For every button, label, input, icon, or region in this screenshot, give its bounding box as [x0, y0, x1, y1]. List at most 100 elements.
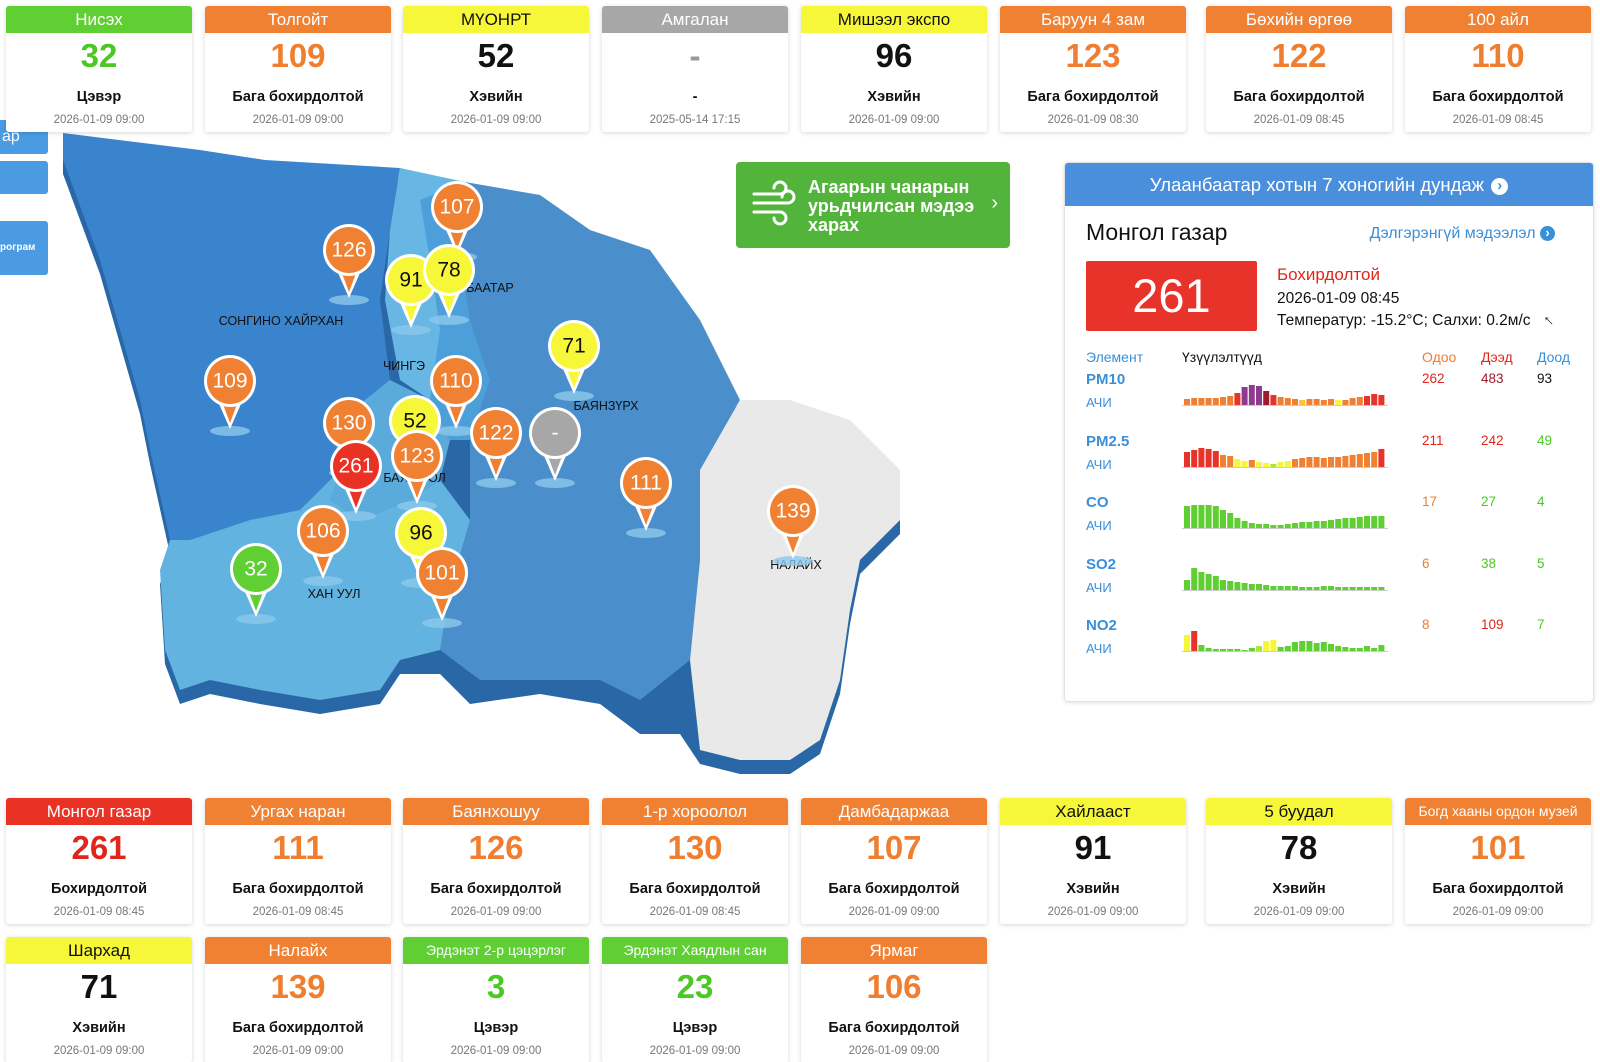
forecast-button[interactable]: Агаарын чанарын урьдчилсан мэдээ харах › [736, 162, 1010, 248]
station-card-time: 2026-01-09 09:00 [252, 114, 344, 126]
station-card[interactable]: Мишээл экспо 96 Хэвийн 2026-01-09 09:00 [801, 6, 987, 132]
map-pin-fill [434, 184, 480, 230]
station-card[interactable]: 5 буудал 78 Хэвийн 2026-01-09 09:00 [1206, 798, 1392, 924]
pollutant-low: 4 [1537, 494, 1545, 509]
station-card-name: 1-р хороолол [602, 798, 788, 825]
station-card[interactable]: Баруун 4 зам 123 Бага бохирдолтой 2026-01-0… [1000, 6, 1186, 132]
station-card-name: МҮОНРТ [403, 6, 589, 33]
map-pin[interactable]: 261 [330, 440, 382, 521]
col-header-indicators: Үзүүлэлтүүд [1182, 349, 1262, 365]
pollutant-row[interactable]: NO2 АЧИ 8 109 7 [1086, 617, 1576, 679]
pollutant-now: 262 [1422, 371, 1445, 386]
station-card[interactable]: Эрдэнэт 2-р цэцэрлэг 3 Цэвэр 2026-01-09 09:… [403, 937, 589, 1062]
pollutant-row[interactable]: CO АЧИ 17 27 4 [1086, 494, 1576, 556]
station-card-value: 101 [1470, 829, 1526, 866]
sparkline-bar [1205, 398, 1212, 405]
map-pin[interactable]: 32 [230, 543, 282, 624]
station-card[interactable]: Дамбадаржаа 107 Бага бохирдолтой 2026-01-09… [801, 798, 987, 924]
sparkline-bar [1378, 645, 1385, 651]
district-nalaikh[interactable] [690, 400, 900, 760]
map-pin[interactable]: 101 [416, 547, 468, 628]
sparkline-bar [1198, 447, 1205, 467]
station-card[interactable]: Амгалан - - 2025-05-14 17:15 [602, 6, 788, 132]
map-pin[interactable]: 78 [423, 244, 475, 325]
sparkline-bar [1306, 586, 1313, 590]
map-pin[interactable]: 110 [430, 355, 482, 436]
station-card-time: 2026-01-09 08:45 [1452, 114, 1544, 126]
sparkline-bar [1292, 523, 1298, 528]
station-card-status: Бага бохирдолтой [232, 1020, 364, 1036]
district-songinokhairkhan[interactable] [63, 133, 400, 540]
station-card[interactable]: Эрдэнэт Хаядлын сан 23 Цэвэр 2026-01-09 09:… [602, 937, 788, 1062]
pollutant-low: 49 [1537, 432, 1553, 448]
map-pin-shadow [535, 478, 575, 488]
station-card-value: 71 [80, 968, 118, 1005]
station-card[interactable]: Толгойт 109 Бага бохирдолтой 2026-01-09 09:… [205, 6, 391, 132]
details-link[interactable]: Дэлгэрэнгүй мэдээлэл › [1370, 225, 1555, 243]
sparkline-bar [1205, 573, 1212, 590]
map-pin[interactable]: - [529, 407, 581, 488]
sparkline-bar [1349, 398, 1356, 405]
station-card-time: 2026-01-09 09:00 [649, 1045, 741, 1057]
station-card-status: Бага бохирдолтой [430, 881, 562, 897]
map-pin[interactable]: 106 [297, 505, 349, 586]
station-card-time: 2025-05-14 17:15 [649, 114, 741, 126]
station-card[interactable]: 100 айл 110 Бага бохирдолтой 2026-01-09 08:… [1405, 6, 1591, 132]
district-bayanzurkh[interactable] [440, 182, 740, 700]
station-card[interactable]: Ургах наран 111 Бага бохирдолтой 2026-01-09… [205, 798, 391, 924]
map-pin-value: 123 [399, 445, 434, 468]
map-pin[interactable]: 91 [385, 254, 437, 335]
station-card[interactable]: Шархад 71 Хэвийн 2026-01-09 09:00 [6, 937, 192, 1062]
map-pin[interactable]: 123 [391, 430, 443, 511]
sparkline-bar [1241, 650, 1248, 651]
panel-header[interactable]: Улаанбаатар хотын 7 хоногийн дундаж › [1065, 163, 1593, 206]
sparkline-bar [1320, 521, 1327, 528]
station-card[interactable]: МҮОНРТ 52 Хэвийн 2026-01-09 09:00 [403, 6, 589, 132]
station-card[interactable]: Ярмаг 106 Бага бохирдолтой 2026-01-09 09:00 [801, 937, 987, 1062]
map-pin-shadow [626, 528, 666, 538]
station-card[interactable]: Монгол газар 261 Бохирдолтой 2026-01-09 08:… [6, 798, 192, 924]
station-card-time: 2026-01-09 09:00 [1253, 906, 1345, 918]
sparkline-bar [1256, 461, 1262, 467]
map-pin[interactable]: 109 [204, 355, 256, 436]
station-card[interactable]: Богд хааны ордон музей 101 Бага бохирдолто… [1405, 798, 1591, 924]
side-tab-3[interactable]: рограм [0, 221, 48, 275]
map-pin[interactable]: 122 [470, 407, 522, 488]
station-card[interactable]: Хайлааст 91 Хэвийн 2026-01-09 09:00 [1000, 798, 1186, 924]
sparkline-bar [1292, 642, 1298, 651]
pollutant-row[interactable]: SO2 АЧИ 6 38 5 [1086, 556, 1576, 618]
map-pin-fill [532, 410, 578, 456]
sparkline-bar [1356, 517, 1363, 528]
station-card-value: 32 [80, 37, 118, 74]
pollutant-row[interactable]: PM10 АЧИ 262 483 93 [1086, 371, 1576, 433]
map-pin-value: 111 [630, 472, 662, 495]
station-card-value: 261 [71, 829, 127, 866]
sparkline-bar [1320, 585, 1327, 590]
station-card[interactable]: Нисэх 32 Цэвэр 2026-01-09 09:00 [6, 6, 192, 132]
map-pin[interactable]: 139 [767, 485, 819, 566]
pollutant-row[interactable]: PM2.5 АЧИ 211 242 49 [1086, 433, 1576, 495]
map-pin[interactable]: 126 [323, 224, 375, 305]
side-tab-2[interactable] [0, 161, 48, 194]
district-label-songinokhairkhan: СОНГИНО ХАЙРХАН [219, 313, 344, 328]
map-pin-shadow [429, 315, 469, 325]
station-card-value: 23 [676, 968, 714, 1005]
pollutant-high: 242 [1481, 432, 1504, 448]
station-card[interactable]: Налайх 139 Бага бохирдолтой 2026-01-09 09:0… [205, 937, 391, 1062]
sparkline-bar [1284, 460, 1291, 467]
sparkline-bar [1277, 647, 1284, 651]
col-header-low: Доод [1537, 349, 1571, 365]
station-card[interactable]: 1-р хороолол 130 Бага бохирдолтой 2026-01-0… [602, 798, 788, 924]
station-card[interactable]: Баянхошуу 126 Бага бохирдолтой 2026-01-09 0… [403, 798, 589, 924]
map-pin[interactable]: 71 [548, 320, 600, 401]
map-pin[interactable]: 111 [620, 457, 672, 538]
sparkline-bar [1342, 400, 1349, 405]
station-card[interactable]: Бөхийн өргөө 122 Бага бохирдолтой 2026-01-0… [1206, 6, 1392, 132]
station-card-status: Бага бохирдолтой [629, 881, 761, 897]
station-card-time: 2026-01-09 09:00 [252, 1045, 344, 1057]
sparkline-bar [1198, 571, 1205, 590]
station-card-status: Бага бохирдолтой [828, 881, 960, 897]
map-pin-value: 109 [212, 370, 247, 393]
sparkline-bar [1212, 398, 1219, 405]
sparkline-bar [1378, 395, 1385, 405]
